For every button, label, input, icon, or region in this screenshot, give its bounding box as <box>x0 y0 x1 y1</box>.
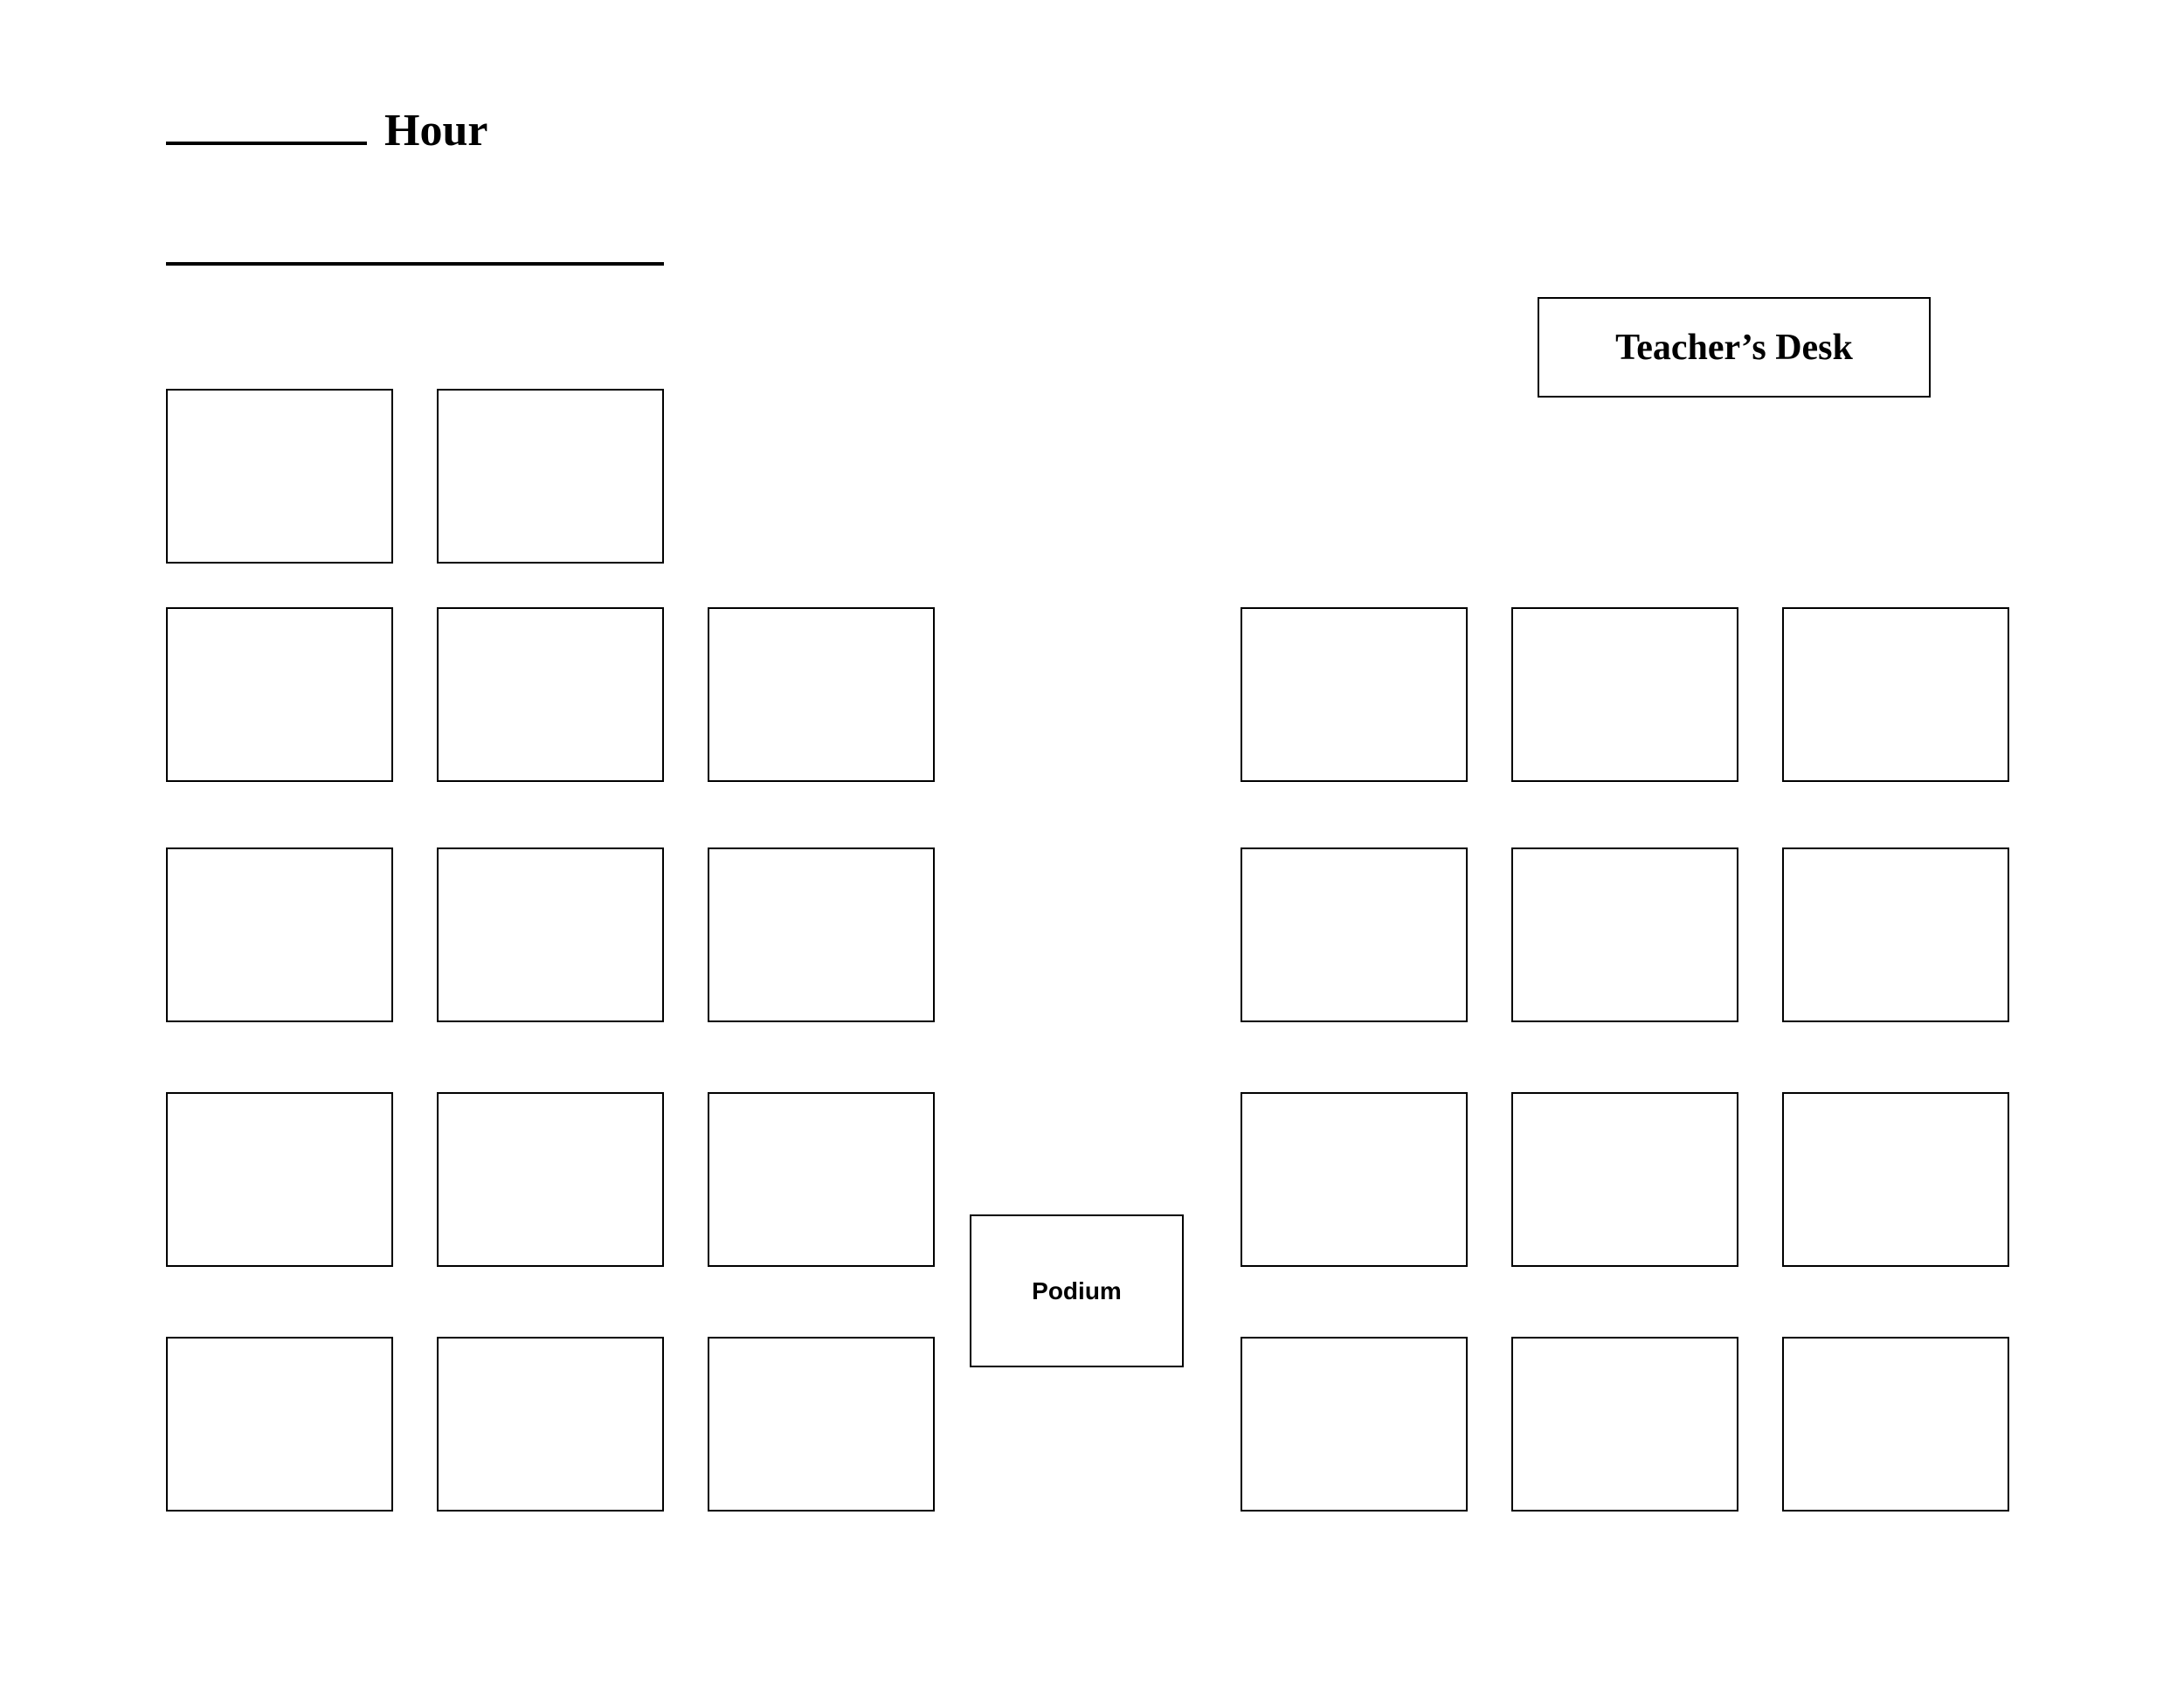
seat <box>437 389 664 564</box>
seat <box>1241 1337 1468 1512</box>
seat <box>166 1337 393 1512</box>
seat <box>708 1092 935 1267</box>
blank-line-hour <box>166 110 367 145</box>
seat <box>1511 607 1738 782</box>
seat <box>166 607 393 782</box>
seat <box>1511 1337 1738 1512</box>
seat <box>437 1337 664 1512</box>
seating-chart: Hour Teacher’s Desk Podium <box>0 0 2184 1688</box>
teachers-desk-label: Teacher’s Desk <box>1615 327 1853 369</box>
seat <box>166 389 393 564</box>
seat <box>1782 847 2009 1022</box>
podium: Podium <box>970 1214 1184 1367</box>
seat <box>1241 847 1468 1022</box>
seat <box>437 607 664 782</box>
seat <box>708 607 935 782</box>
seat <box>1511 1092 1738 1267</box>
seat <box>708 847 935 1022</box>
seat <box>437 1092 664 1267</box>
seat <box>1782 607 2009 782</box>
seat <box>708 1337 935 1512</box>
seat <box>1782 1092 2009 1267</box>
seat <box>1241 607 1468 782</box>
seat <box>1782 1337 2009 1512</box>
teachers-desk: Teacher’s Desk <box>1538 297 1931 398</box>
seat <box>166 1092 393 1267</box>
hour-label: Hour <box>384 105 487 156</box>
blank-line-name <box>166 262 664 266</box>
seat <box>1511 847 1738 1022</box>
seat <box>1241 1092 1468 1267</box>
header-hour: Hour <box>166 105 487 156</box>
podium-label: Podium <box>1032 1277 1122 1305</box>
seat <box>166 847 393 1022</box>
seat <box>437 847 664 1022</box>
